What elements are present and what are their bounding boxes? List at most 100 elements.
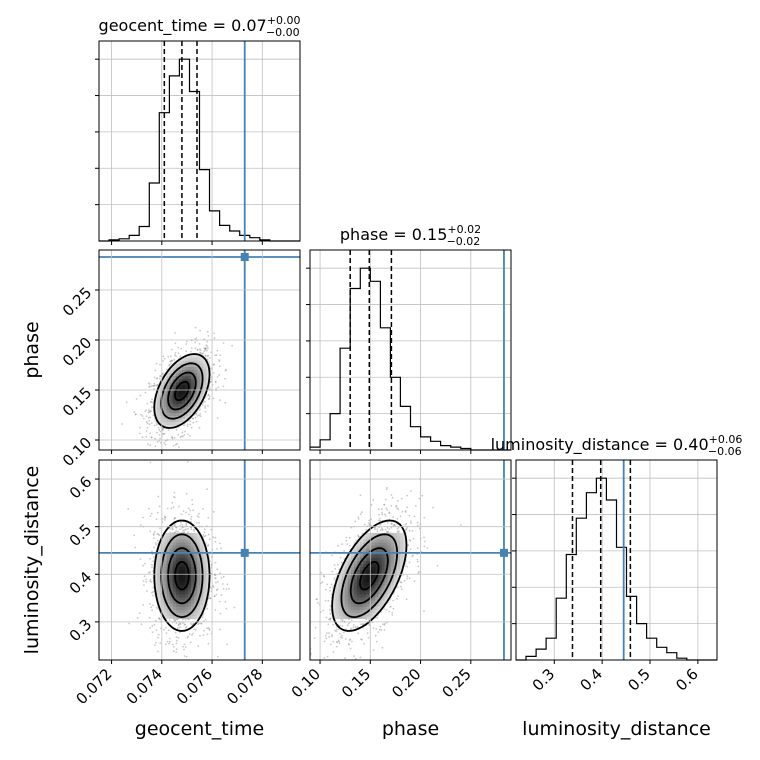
density-cell <box>166 597 171 601</box>
density-cell <box>178 554 183 558</box>
sample-point <box>322 609 325 612</box>
density-cell <box>185 615 189 619</box>
density-cell <box>185 415 189 419</box>
density-cell <box>197 569 201 574</box>
density-cell <box>357 584 361 589</box>
density-cell <box>338 597 343 601</box>
density-cell <box>154 566 158 570</box>
density-cell <box>350 606 355 610</box>
sample-point <box>409 520 412 523</box>
density-cell <box>357 609 361 613</box>
density-cell <box>163 566 167 570</box>
density-cell <box>181 394 186 398</box>
sample-point <box>148 507 150 510</box>
density-cell <box>181 575 186 580</box>
sample-point <box>408 577 411 579</box>
sample-point <box>179 528 182 531</box>
density-cell <box>188 384 192 389</box>
sample-point <box>157 495 160 498</box>
density-cell <box>194 557 198 561</box>
sample-point <box>333 564 336 566</box>
sample-point <box>162 433 165 436</box>
sample-point <box>149 385 151 388</box>
density-cell <box>203 597 207 601</box>
density-cell <box>206 369 210 374</box>
sample-point <box>396 517 399 520</box>
sample-point <box>411 530 414 532</box>
density-cell <box>350 609 355 613</box>
density-cell <box>172 609 177 613</box>
sample-point <box>392 599 395 602</box>
sample-point <box>338 632 341 635</box>
density-cell <box>347 584 352 589</box>
sample-point <box>377 508 380 511</box>
sample-point <box>185 655 188 658</box>
density-cell <box>191 575 195 580</box>
density-cell <box>341 575 346 580</box>
sample-point <box>152 560 155 563</box>
density-cell <box>181 391 186 395</box>
density-cell <box>347 557 352 561</box>
sample-point <box>341 619 344 621</box>
density-cell <box>166 591 171 595</box>
density-cell <box>178 536 183 540</box>
sample-point <box>169 637 171 640</box>
sample-point <box>206 627 208 630</box>
density-cell <box>197 609 201 613</box>
sample-point <box>217 386 220 388</box>
density-cell <box>197 554 201 558</box>
sample-point <box>316 598 319 601</box>
density-cell <box>350 569 355 574</box>
density-cell <box>200 542 204 546</box>
density-cell <box>157 581 161 586</box>
sample-point <box>365 528 367 531</box>
sample-point <box>337 563 339 566</box>
density-cell <box>175 560 180 564</box>
sample-point <box>156 431 158 434</box>
density-cell <box>197 539 201 543</box>
sample-point <box>141 436 144 439</box>
sample-point <box>216 376 219 378</box>
density-cell <box>335 581 339 586</box>
sample-point <box>180 513 183 516</box>
sample-point <box>400 585 402 588</box>
density-cell <box>203 594 207 598</box>
density-cell <box>335 609 339 613</box>
sample-point <box>376 528 379 531</box>
sample-point <box>345 536 348 539</box>
sample-point <box>390 526 393 529</box>
density-cell <box>200 391 204 395</box>
sample-point <box>198 414 200 417</box>
sample-point <box>212 372 215 374</box>
sample-point <box>187 531 189 533</box>
density-cell <box>178 375 183 380</box>
density-cell <box>166 609 171 613</box>
density-cell <box>353 612 358 616</box>
sample-point <box>162 360 165 362</box>
sample-point <box>190 426 193 429</box>
sample-point <box>203 350 206 353</box>
sample-point <box>357 516 360 518</box>
sample-point <box>361 532 364 535</box>
sample-point <box>334 567 337 570</box>
density-cell <box>197 354 201 358</box>
sample-point <box>385 498 387 501</box>
density-cell <box>169 548 174 552</box>
density-cell <box>175 557 180 561</box>
density-cell <box>172 424 177 429</box>
density-cell <box>169 391 174 395</box>
density-cell <box>188 560 192 564</box>
sample-point <box>142 580 145 583</box>
sample-point <box>200 622 203 625</box>
sample-point <box>397 508 400 511</box>
density-cell <box>191 357 195 361</box>
sample-point <box>208 629 211 631</box>
sample-point <box>327 618 330 621</box>
sample-point <box>336 641 339 644</box>
density-cell <box>172 587 177 592</box>
density-panel-phase-luminosity_distance <box>310 460 511 660</box>
sample-point <box>215 581 217 584</box>
sample-point <box>324 588 327 591</box>
density-cell <box>191 587 195 592</box>
sample-point <box>194 341 197 344</box>
